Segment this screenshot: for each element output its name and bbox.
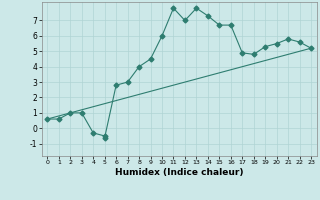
X-axis label: Humidex (Indice chaleur): Humidex (Indice chaleur)	[115, 168, 244, 177]
